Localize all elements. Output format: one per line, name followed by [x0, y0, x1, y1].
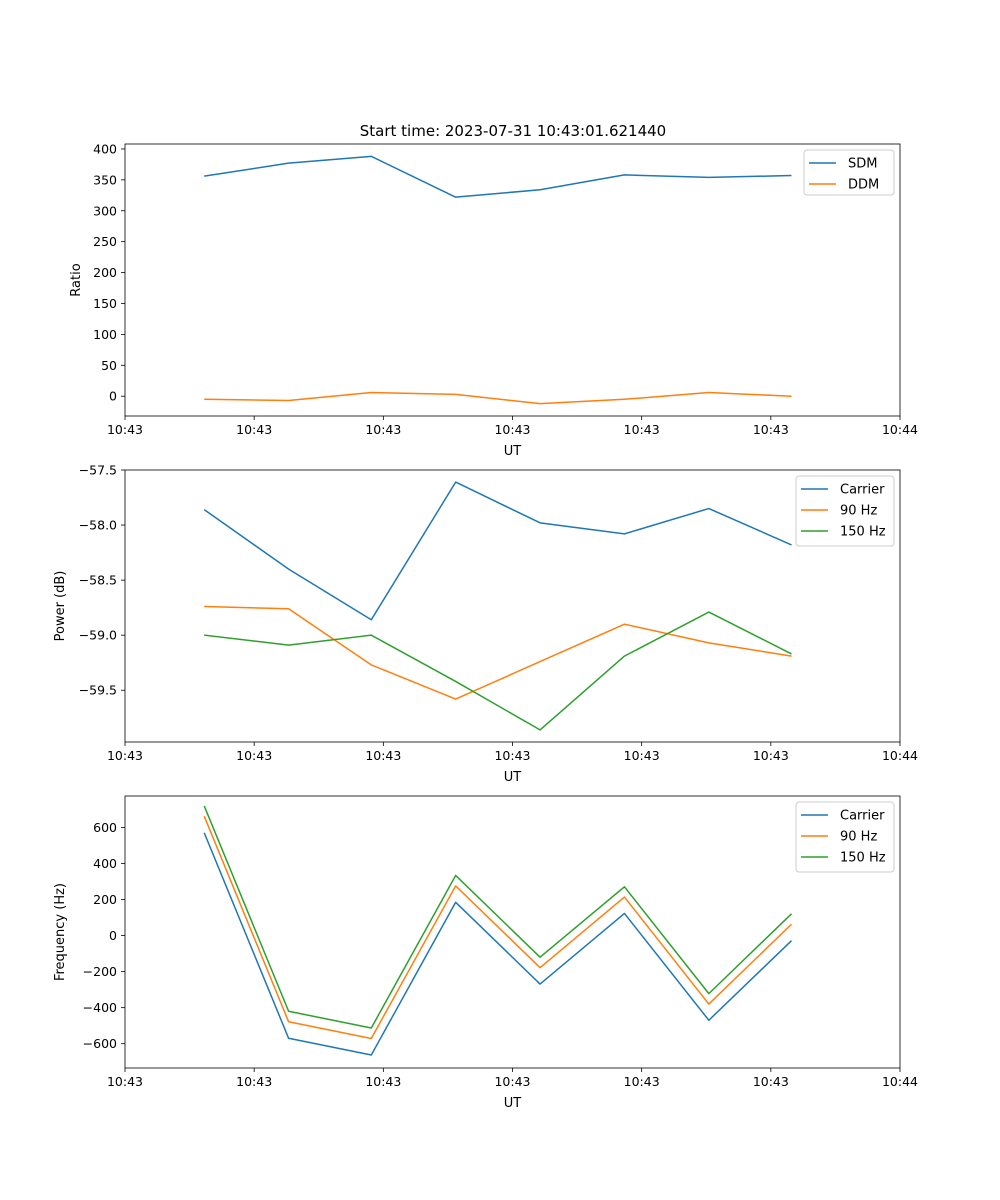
y-tick-label: 200 [93, 265, 117, 280]
y-tick-label: 0 [109, 389, 117, 404]
y-tick-label: −59.0 [79, 628, 117, 643]
x-axis-label: UT [504, 770, 522, 785]
x-tick-label: 10:43 [236, 1074, 272, 1089]
subplot-3: 10:43 10:43 10:43 10:43 10:43 10:43 10:44 UT 600… [53, 795, 918, 1111]
legend-label: Carrier [840, 809, 885, 824]
subplot-2: 10:43 10:43 10:43 10:43 10:43 10:43 10:44 UT −57… [53, 463, 918, 786]
legend-label: 90 Hz [840, 830, 877, 845]
y-tick-label: 400 [93, 141, 117, 156]
y-tick-label: −57.5 [79, 463, 117, 478]
x-tick-label: 10:43 [753, 1074, 789, 1089]
x-axis: 10:43 10:43 10:43 10:43 10:43 10:43 10:44 UT [107, 416, 918, 459]
subplot-1: 10:43 10:43 10:43 10:43 10:43 10:43 10:44 UT 0 50… [69, 141, 918, 459]
series-line-sdm [204, 155, 792, 198]
y-tick-label: −58.5 [79, 573, 117, 588]
y-axis: −57.5 −58.0 −58.5 −59.0 −59.5 Power (dB) [53, 463, 125, 698]
y-tick-label: 150 [93, 296, 117, 311]
figure-title: Start time: 2023-07-31 10:43:01.621440 [360, 122, 666, 140]
plot-lines [203, 805, 793, 1056]
x-tick-label: 10:43 [624, 748, 660, 763]
series-line-90-hz [203, 815, 793, 1040]
y-tick-label: 300 [93, 203, 117, 218]
x-tick-label: 10:43 [494, 1074, 530, 1089]
y-tick-label: 200 [93, 892, 117, 907]
legend: Carrier 90 Hz 150 Hz [795, 475, 895, 547]
y-axis-label: Power (dB) [53, 571, 68, 642]
legend-label: 150 Hz [840, 851, 886, 866]
x-tick-label: 10:43 [365, 1074, 401, 1089]
x-tick-label: 10:43 [753, 422, 789, 437]
legend: Carrier 90 Hz 150 Hz [795, 801, 895, 873]
x-tick-label: 10:43 [624, 422, 660, 437]
y-tick-label: 100 [93, 327, 117, 342]
x-axis: 10:43 10:43 10:43 10:43 10:43 10:43 10:44 UT [107, 742, 918, 785]
y-tick-label: 600 [93, 820, 117, 835]
legend-label: 90 Hz [840, 504, 877, 519]
y-tick-label: −400 [83, 1000, 117, 1015]
x-axis-label: UT [504, 444, 522, 459]
y-tick-label: 50 [101, 358, 117, 373]
legend-box [795, 801, 895, 873]
y-tick-label: 0 [109, 928, 117, 943]
x-tick-label: 10:43 [753, 748, 789, 763]
y-tick-label: −58.0 [79, 518, 117, 533]
x-tick-label: 10:44 [882, 1074, 918, 1089]
y-axis: 600 400 200 0 −200 −400 −600 Frequency (Hz) [53, 820, 125, 1051]
x-axis: 10:43 10:43 10:43 10:43 10:43 10:43 10:44 UT [107, 1068, 918, 1111]
y-axis-label: Ratio [69, 263, 84, 296]
legend-box [795, 475, 895, 547]
x-tick-label: 10:43 [365, 748, 401, 763]
legend-label: 150 Hz [840, 525, 886, 540]
series-line-150-hz [203, 805, 793, 1029]
series-line-carrier [203, 481, 792, 621]
y-axis: 0 50 100 150 200 250 300 350 400 Ratio [69, 141, 125, 404]
legend-label: Carrier [840, 483, 885, 498]
x-tick-label: 10:44 [882, 422, 918, 437]
series-line-150-hz [204, 611, 792, 731]
y-axis-label: Frequency (Hz) [53, 883, 68, 981]
x-tick-label: 10:43 [107, 748, 143, 763]
y-tick-label: 350 [93, 172, 117, 187]
x-tick-label: 10:43 [107, 1074, 143, 1089]
y-tick-label: −600 [83, 1036, 117, 1051]
x-tick-label: 10:43 [107, 422, 143, 437]
x-tick-label: 10:43 [494, 748, 530, 763]
subplots: 10:43 10:43 10:43 10:43 10:43 10:43 10:44 UT 0 50… [53, 141, 918, 1111]
y-tick-label: 400 [93, 856, 117, 871]
x-tick-label: 10:43 [365, 422, 401, 437]
x-tick-label: 10:43 [624, 1074, 660, 1089]
x-tick-label: 10:44 [882, 748, 918, 763]
x-tick-label: 10:43 [494, 422, 530, 437]
series-line-carrier [203, 832, 793, 1056]
series-line-90-hz [204, 605, 792, 700]
x-axis-label: UT [504, 1096, 522, 1111]
y-tick-label: −200 [83, 964, 117, 979]
y-tick-label: −59.5 [79, 683, 117, 698]
plot-lines [204, 155, 792, 405]
x-tick-label: 10:43 [236, 748, 272, 763]
x-tick-label: 10:43 [236, 422, 272, 437]
y-tick-label: 250 [93, 234, 117, 249]
legend-label: SDM [848, 157, 877, 172]
legend-label: DDM [848, 178, 879, 193]
series-line-ddm [204, 391, 792, 405]
plot-lines [203, 481, 792, 731]
legend: SDM DDM [803, 149, 895, 196]
